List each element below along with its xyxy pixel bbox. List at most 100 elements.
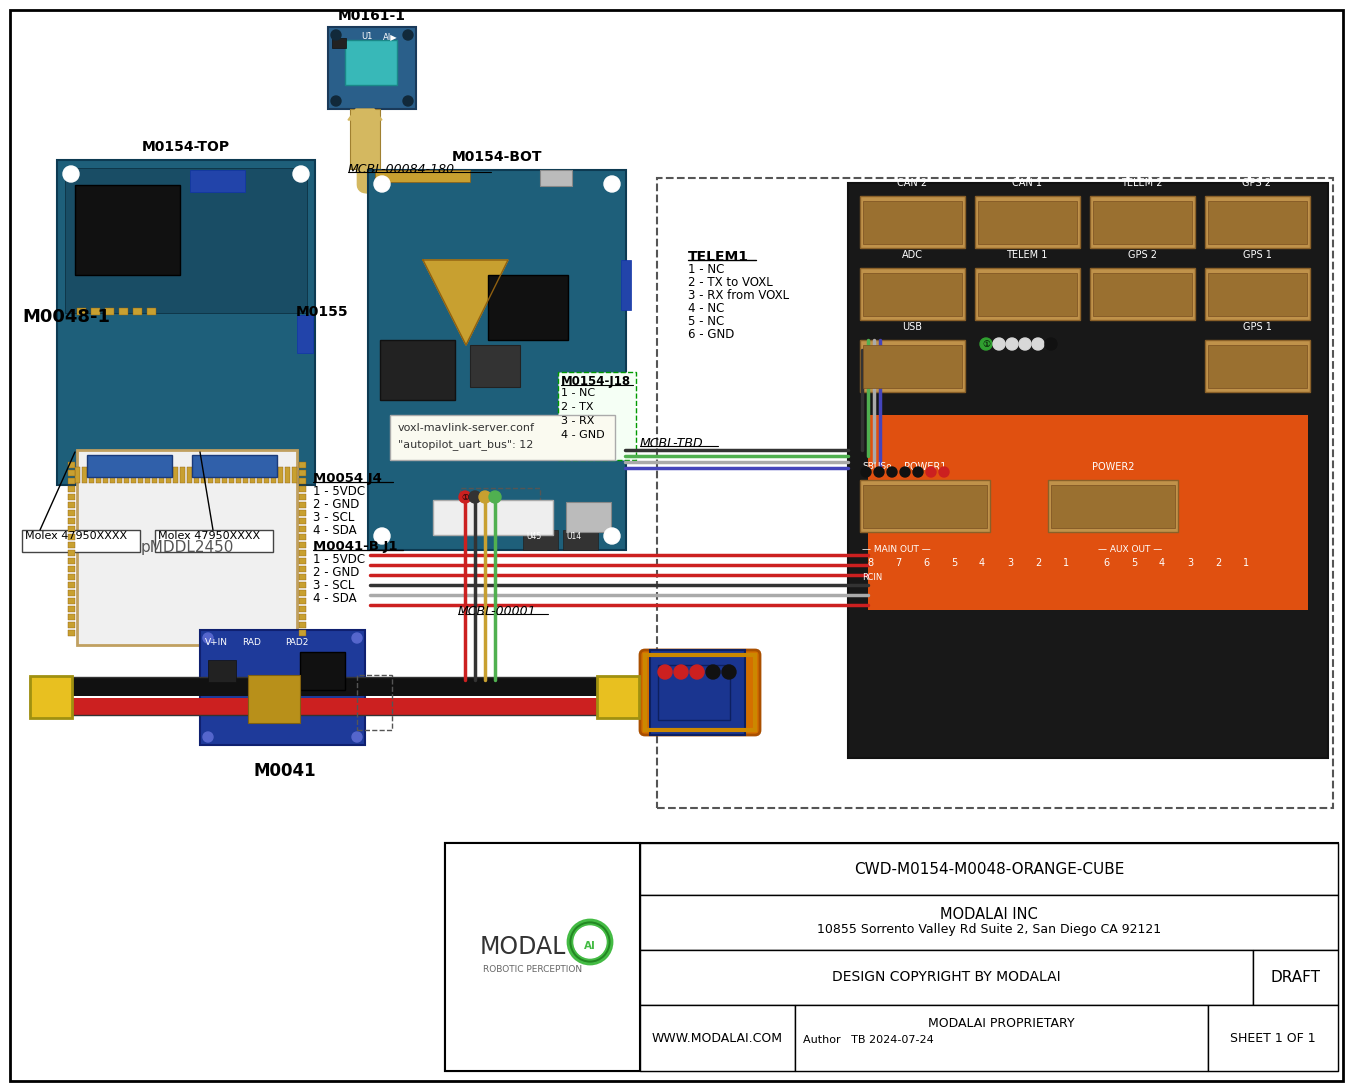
Bar <box>978 273 1077 316</box>
Text: 2 - TX: 2 - TX <box>561 401 594 412</box>
Circle shape <box>674 666 687 679</box>
Text: M0155: M0155 <box>295 305 348 319</box>
Bar <box>57 160 315 485</box>
Bar <box>640 843 1338 895</box>
Bar <box>271 467 276 483</box>
Bar <box>1253 950 1338 1005</box>
Circle shape <box>1032 338 1045 350</box>
Bar <box>299 574 306 580</box>
Text: Author   TB 2024-07-24: Author TB 2024-07-24 <box>802 1035 934 1045</box>
Text: 3 - SCL: 3 - SCL <box>313 511 354 524</box>
Bar <box>299 582 306 588</box>
Bar <box>299 550 306 556</box>
Bar <box>208 467 212 483</box>
Circle shape <box>373 528 390 544</box>
Circle shape <box>1019 338 1031 350</box>
Bar <box>116 467 122 483</box>
Bar <box>83 467 87 483</box>
Text: 5: 5 <box>1131 558 1137 568</box>
Bar <box>65 168 307 313</box>
Bar <box>978 201 1077 244</box>
Bar <box>375 170 469 182</box>
Text: U14: U14 <box>566 532 582 541</box>
Bar <box>863 273 962 316</box>
Text: ROBOTIC PERCEPTION: ROBOTIC PERCEPTION <box>483 966 582 974</box>
Text: POWER2: POWER2 <box>1092 461 1134 472</box>
Text: 3: 3 <box>1187 558 1193 568</box>
Text: 1: 1 <box>1063 558 1069 568</box>
Bar <box>1093 273 1192 316</box>
Text: 4: 4 <box>980 558 985 568</box>
Bar <box>299 470 306 476</box>
Text: M0041: M0041 <box>254 762 317 780</box>
Bar <box>68 622 74 628</box>
Text: voxl-mavlink-server.conf: voxl-mavlink-server.conf <box>398 423 534 433</box>
Bar <box>22 530 139 552</box>
Text: Molex 47950XXXX: Molex 47950XXXX <box>158 531 260 541</box>
Bar <box>285 467 290 483</box>
Bar <box>345 40 396 85</box>
Circle shape <box>203 633 212 643</box>
Circle shape <box>980 338 992 350</box>
Bar <box>299 566 306 572</box>
Bar <box>1208 201 1307 244</box>
Bar <box>156 530 273 552</box>
Circle shape <box>403 29 413 40</box>
Bar <box>68 542 74 548</box>
Bar <box>621 260 630 310</box>
Bar <box>30 698 625 716</box>
Bar <box>215 467 221 483</box>
Bar <box>30 678 625 696</box>
Text: "autopilot_uart_bus": 12: "autopilot_uart_bus": 12 <box>398 439 533 449</box>
Circle shape <box>861 467 871 477</box>
Text: 3 - SCL: 3 - SCL <box>313 579 354 592</box>
Bar <box>299 606 306 612</box>
Text: 4: 4 <box>1160 558 1165 568</box>
Bar <box>861 196 965 248</box>
Text: RAD: RAD <box>242 638 261 647</box>
Text: 4 - GND: 4 - GND <box>561 430 605 440</box>
Bar <box>244 467 248 483</box>
Bar <box>74 185 180 275</box>
Bar <box>299 478 306 484</box>
Text: 3 - RX: 3 - RX <box>561 416 594 425</box>
Circle shape <box>1007 338 1017 350</box>
Bar <box>796 1005 1208 1071</box>
Text: M0048-1: M0048-1 <box>22 308 110 326</box>
Bar <box>300 652 345 690</box>
Bar <box>145 467 150 483</box>
Text: SBUSo: SBUSo <box>862 461 892 471</box>
Text: M0154-J18: M0154-J18 <box>561 375 630 388</box>
Bar <box>68 494 74 500</box>
Polygon shape <box>423 260 507 345</box>
Bar <box>640 950 1253 1005</box>
Text: PAD2: PAD2 <box>285 638 308 647</box>
Bar <box>68 598 74 604</box>
Text: GPS 1: GPS 1 <box>1242 250 1272 260</box>
Bar <box>1208 273 1307 316</box>
Bar <box>166 467 170 483</box>
Text: 6: 6 <box>1103 558 1109 568</box>
Bar <box>173 467 179 483</box>
Bar <box>368 170 626 550</box>
Bar <box>658 666 731 720</box>
Text: V+IN: V+IN <box>206 638 229 647</box>
Bar <box>380 340 455 400</box>
Bar <box>863 485 986 528</box>
Text: 4 - NC: 4 - NC <box>687 302 724 315</box>
Text: TELEM 1: TELEM 1 <box>1007 250 1047 260</box>
Bar <box>119 308 129 315</box>
Text: U45: U45 <box>526 532 541 541</box>
Circle shape <box>690 666 704 679</box>
Circle shape <box>64 166 78 182</box>
Bar <box>976 268 1080 320</box>
Text: AI: AI <box>584 942 595 951</box>
Circle shape <box>352 633 363 643</box>
Bar <box>1091 268 1195 320</box>
Bar <box>68 461 74 468</box>
Text: U1: U1 <box>361 32 372 41</box>
Circle shape <box>373 176 390 192</box>
Bar <box>89 467 93 483</box>
Bar <box>202 467 206 483</box>
Bar <box>390 415 616 460</box>
